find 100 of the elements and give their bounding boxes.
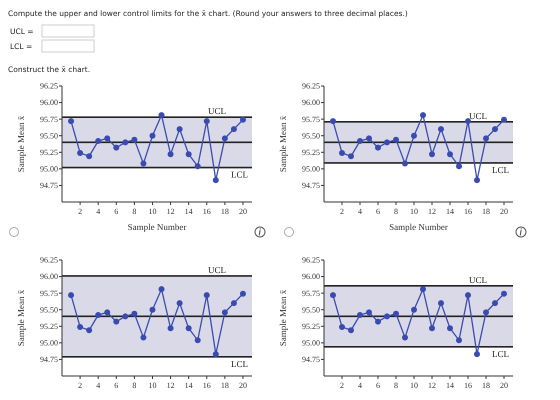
x-tick-label: 14 — [446, 381, 454, 390]
point — [222, 135, 228, 142]
point — [104, 135, 110, 142]
point — [411, 306, 417, 313]
point — [140, 160, 146, 167]
x-tick-label: 20 — [500, 207, 508, 216]
ref-line-label: LCL — [492, 348, 509, 359]
point — [420, 286, 426, 292]
x-tick-label: 10 — [148, 381, 156, 390]
y-tick-label: 96.25 — [40, 82, 58, 91]
point — [176, 126, 183, 132]
point — [168, 325, 174, 332]
point — [474, 177, 480, 184]
x-tick-label: 6 — [376, 207, 380, 216]
x-tick-label: 12 — [166, 207, 175, 216]
x-tick-label: 18 — [220, 381, 229, 390]
x-tick-label: 16 — [464, 381, 472, 390]
y-tick-label: 95.25 — [40, 148, 58, 157]
point — [366, 135, 372, 142]
x-tick-label: 20 — [238, 207, 247, 216]
x-tick-label: 8 — [394, 381, 398, 390]
point — [339, 324, 345, 330]
point — [411, 132, 417, 139]
x-tick-label: 2 — [340, 381, 344, 390]
point — [357, 312, 363, 318]
point — [438, 126, 444, 132]
point — [149, 306, 156, 313]
point — [420, 112, 426, 118]
x-tick-label: 4 — [96, 381, 100, 390]
x-tick-label: 12 — [428, 381, 436, 390]
point — [222, 309, 228, 316]
point — [348, 153, 354, 160]
ref-line-label: UCL — [469, 110, 487, 121]
point — [68, 292, 74, 298]
x-tick-label: 16 — [202, 381, 211, 390]
point — [492, 300, 498, 306]
point — [104, 309, 110, 316]
x-tick-label: 10 — [410, 381, 418, 390]
x-tick-label: 2 — [78, 381, 82, 390]
y-tick-label: 96.25 — [40, 256, 58, 265]
x-axis-title: Sample Number — [128, 222, 186, 232]
ref-line-label: LCL — [231, 170, 248, 180]
y-tick-label: 96.00 — [302, 272, 320, 282]
point — [447, 325, 453, 332]
y-tick-label: 95.25 — [302, 148, 320, 157]
x-tick-label: 14 — [446, 207, 454, 216]
point — [194, 337, 201, 344]
y-tick-label: 95.25 — [302, 322, 320, 331]
point — [393, 136, 399, 143]
y-tick-label: 95.75 — [302, 114, 320, 124]
point — [501, 290, 507, 297]
point — [438, 300, 444, 306]
point — [330, 292, 336, 298]
point — [384, 139, 390, 146]
x-tick-label: 8 — [132, 381, 136, 390]
point — [465, 118, 471, 124]
x-tick-label: 8 — [394, 207, 398, 216]
point — [483, 309, 489, 316]
x-tick-label: 4 — [358, 207, 362, 216]
y-tick-label: 95.00 — [302, 164, 320, 174]
point — [402, 334, 408, 341]
x-tick-label: 16 — [202, 207, 211, 216]
point — [86, 153, 92, 160]
y-tick-label: 96.00 — [302, 98, 320, 108]
point — [149, 132, 156, 139]
y-tick-label: 95.50 — [40, 131, 58, 140]
ref-line-label: LCL — [231, 358, 248, 369]
point — [357, 138, 363, 144]
point — [77, 324, 84, 330]
point — [186, 151, 192, 158]
point — [339, 150, 345, 156]
point — [113, 144, 120, 151]
point — [212, 177, 219, 184]
point — [131, 136, 138, 143]
point — [168, 151, 174, 158]
point — [204, 118, 210, 124]
x-axis-title: Sample Number — [389, 222, 448, 232]
point — [456, 163, 462, 170]
y-tick-label: 94.75 — [302, 181, 320, 190]
x-tick-label: 10 — [148, 207, 156, 216]
y-tick-label: 95.50 — [302, 305, 320, 314]
y-tick-label: 96.00 — [40, 272, 58, 282]
x-tick-label: 14 — [184, 381, 193, 390]
x-tick-label: 12 — [428, 207, 436, 216]
y-tick-label: 95.00 — [40, 338, 58, 348]
x-tick-label: 18 — [482, 381, 490, 390]
point — [474, 351, 480, 358]
point — [68, 118, 74, 124]
point — [230, 126, 237, 132]
point — [122, 313, 128, 320]
x-tick-label: 4 — [96, 207, 100, 216]
point — [330, 118, 336, 124]
point — [375, 144, 381, 151]
y-tick-label: 95.75 — [40, 288, 58, 298]
y-tick-label: 95.50 — [302, 131, 320, 140]
point — [86, 327, 92, 334]
point — [204, 292, 210, 298]
y-tick-label: 94.75 — [40, 355, 58, 364]
y-tick-label: 96.25 — [302, 256, 320, 265]
point — [384, 313, 390, 320]
